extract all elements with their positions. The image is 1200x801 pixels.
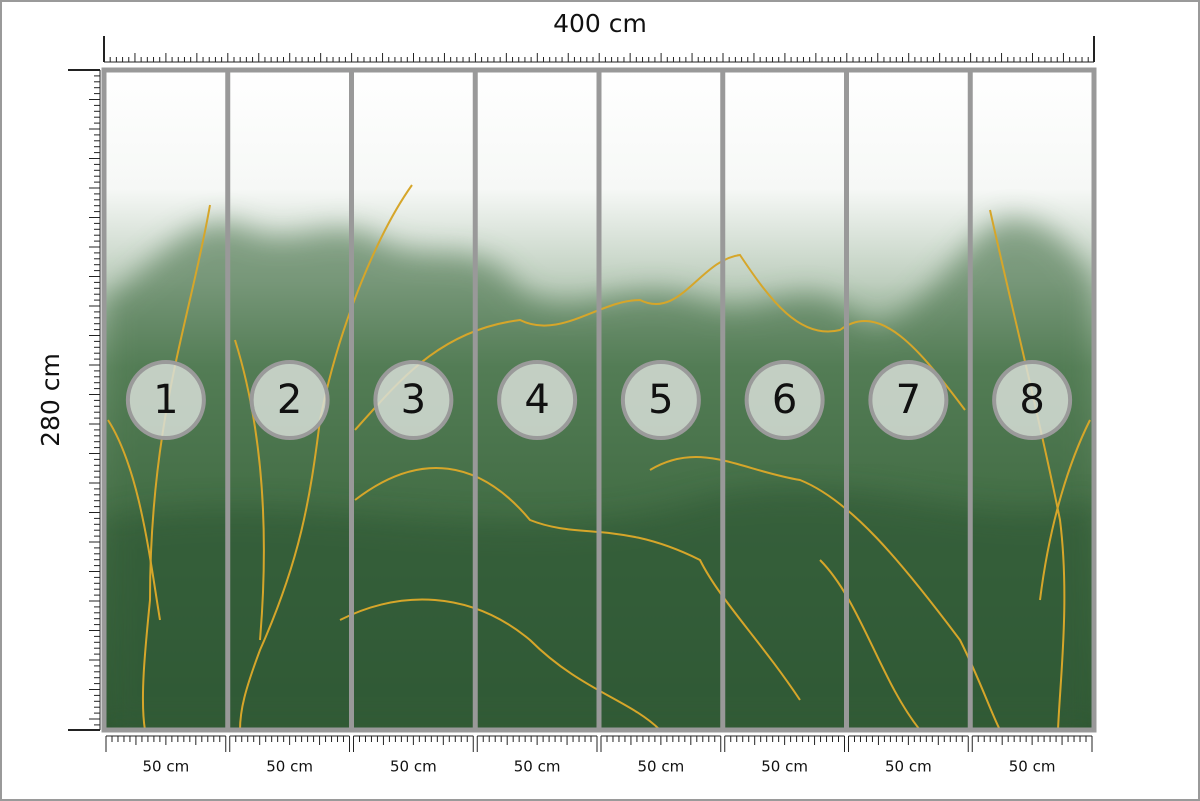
panel-badge (249, 360, 330, 440)
panel-badge (373, 360, 454, 440)
panel-badge (620, 360, 701, 440)
width-label: 400 cm (553, 9, 647, 38)
panel-badge (868, 360, 949, 440)
panel-width-label: 50 cm (266, 758, 313, 776)
panel-width-label: 50 cm (390, 758, 437, 776)
panel-number: 4 (524, 377, 549, 423)
panel-width-label: 50 cm (761, 758, 808, 776)
panel-number: 5 (648, 377, 673, 423)
panel-width-label: 50 cm (885, 758, 932, 776)
panel-badge (744, 360, 825, 440)
panel-number: 3 (401, 377, 426, 423)
panel-width-label: 50 cm (514, 758, 561, 776)
panel-width-label: 50 cm (638, 758, 685, 776)
panel-number: 2 (277, 377, 302, 423)
gold-veins (107, 184, 1091, 730)
panel-badge (992, 360, 1073, 440)
panel-frame (101, 67, 1097, 733)
panel-badge (125, 360, 206, 440)
panel-badge (497, 360, 578, 440)
panel-number: 6 (772, 377, 797, 423)
panel-number: 8 (1019, 377, 1044, 423)
panel-width-label: 50 cm (1009, 758, 1056, 776)
panel-number: 1 (153, 377, 178, 423)
height-label: 280 cm (36, 353, 65, 447)
panel-number: 7 (896, 377, 921, 423)
panel-width-label: 50 cm (143, 758, 190, 776)
